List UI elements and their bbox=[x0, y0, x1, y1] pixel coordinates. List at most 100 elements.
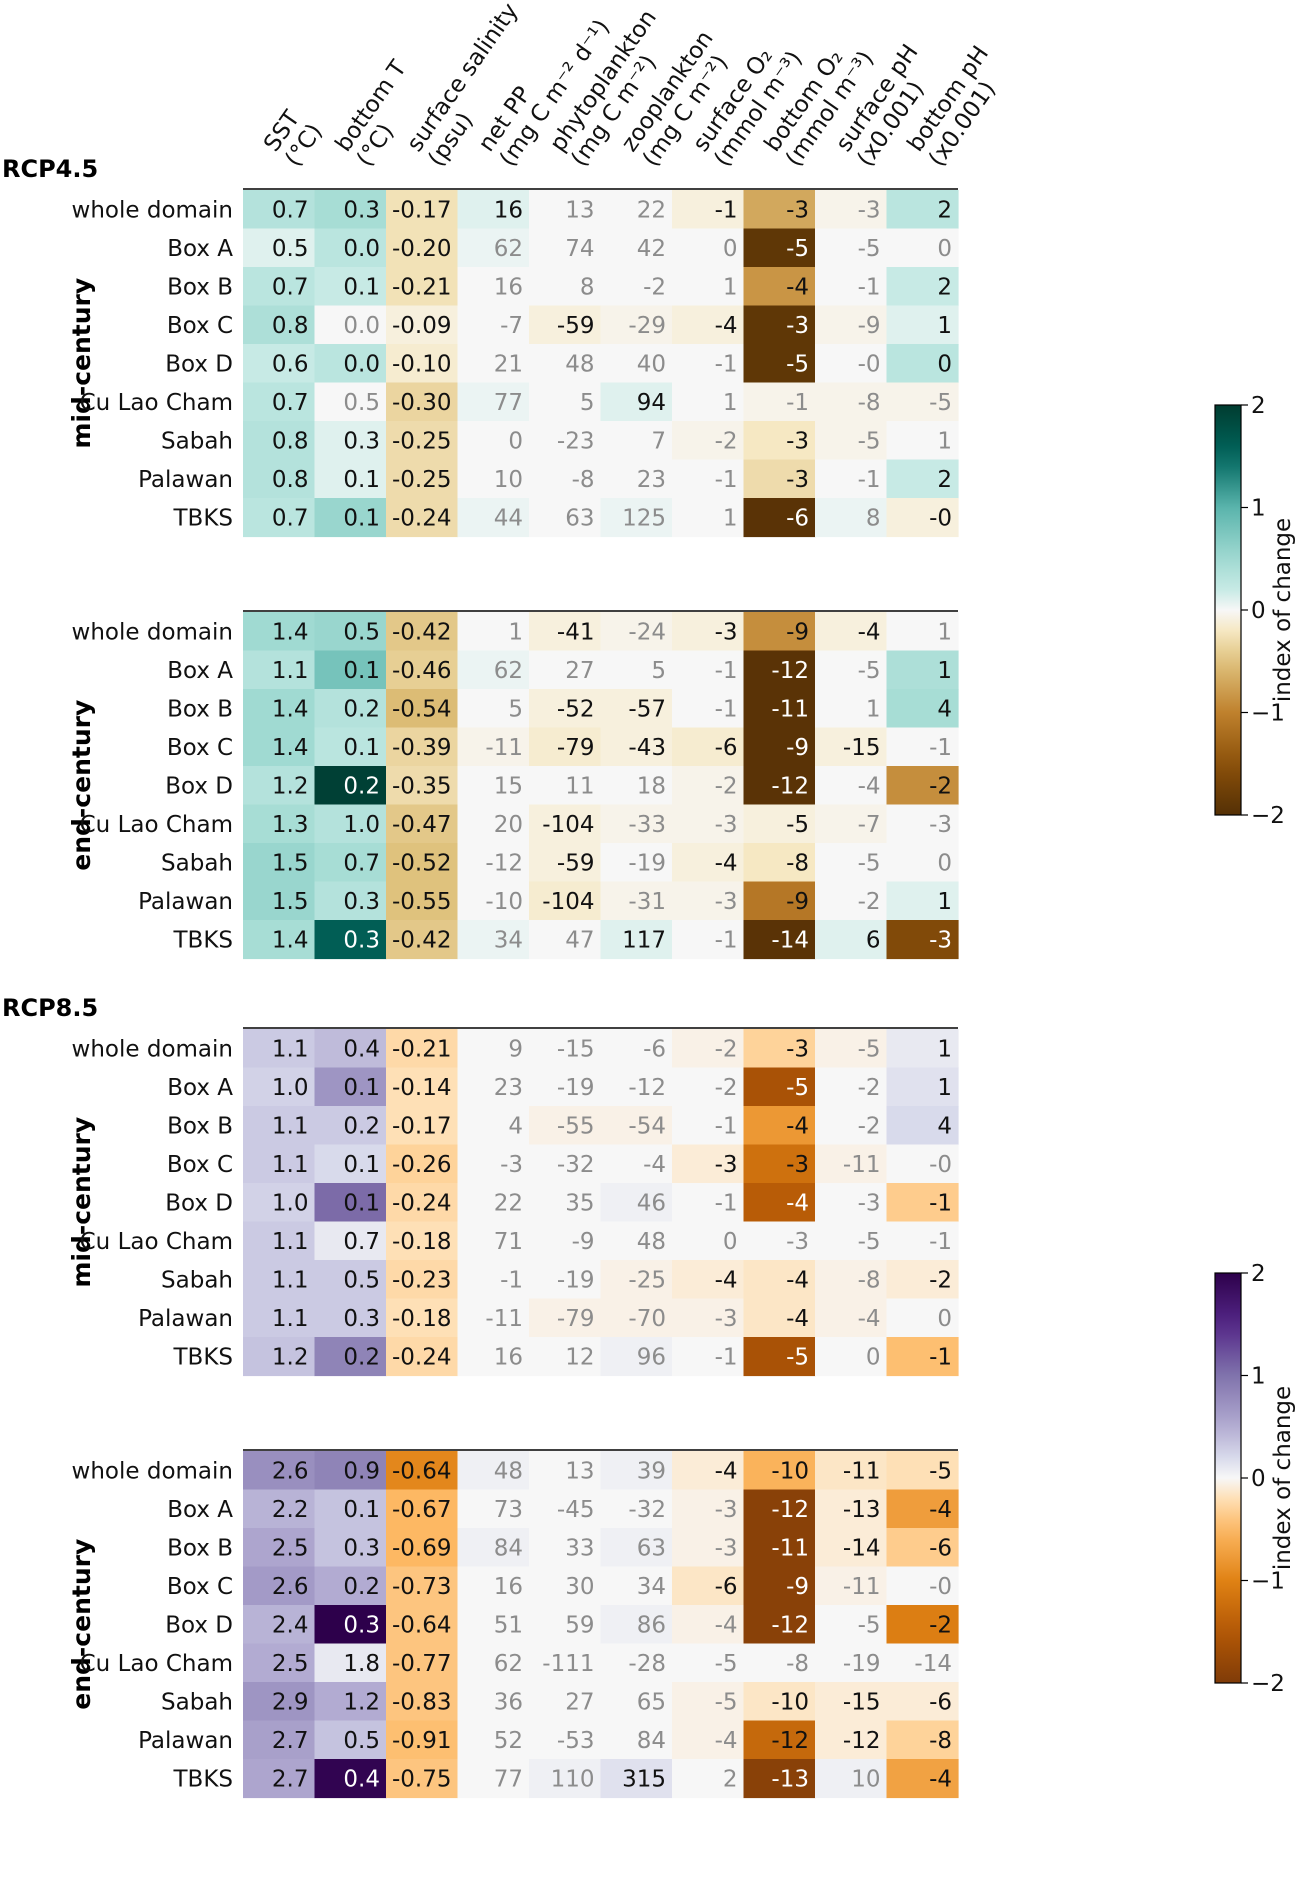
heatmap-cell bbox=[672, 1106, 745, 1146]
heatmap-cell bbox=[529, 1759, 602, 1799]
cell-value: 0.3 bbox=[343, 927, 380, 953]
heatmap-cell bbox=[743, 1106, 816, 1146]
heatmap-cell bbox=[386, 1528, 459, 1568]
cell-value: 30 bbox=[565, 1574, 594, 1600]
heatmap-cell bbox=[243, 612, 316, 652]
cell-value: 1.1 bbox=[272, 658, 309, 684]
cell-value: 0.9 bbox=[343, 1458, 380, 1484]
cell-value: -9 bbox=[786, 889, 809, 915]
heatmap-cell bbox=[886, 190, 959, 230]
scenario-label-rcp8-5: RCP8.5 bbox=[2, 994, 98, 1022]
cell-value: -14 bbox=[914, 1651, 952, 1677]
row-label-sabah: Sabah bbox=[161, 1689, 233, 1715]
cell-value: -4 bbox=[858, 619, 881, 645]
heatmap-cell bbox=[386, 382, 459, 422]
cell-value: 0.0 bbox=[343, 313, 380, 339]
cell-value: -4 bbox=[858, 1306, 881, 1332]
cell-value: 0.3 bbox=[343, 197, 380, 223]
heatmap-cell bbox=[529, 766, 602, 806]
heatmap-cell bbox=[672, 881, 745, 921]
cell-value: -4 bbox=[715, 1728, 738, 1754]
heatmap-cell bbox=[243, 843, 316, 883]
heatmap-cell bbox=[886, 267, 959, 307]
cell-value: -14 bbox=[771, 927, 809, 953]
cell-value: 22 bbox=[494, 1190, 523, 1216]
heatmap-cell bbox=[529, 1298, 602, 1338]
cell-value: -1 bbox=[929, 735, 952, 761]
heatmap-cell bbox=[672, 382, 745, 422]
cell-value: 0.7 bbox=[343, 1229, 380, 1255]
cell-value: 15 bbox=[494, 773, 523, 799]
heatmap-cell bbox=[743, 1682, 816, 1722]
row-label-box-d: Box D bbox=[165, 1190, 233, 1216]
heatmap-cell bbox=[529, 459, 602, 499]
heatmap-cell bbox=[743, 344, 816, 384]
row-label-cu-lao-cham: Cu Lao Cham bbox=[80, 1229, 233, 1255]
cell-value: -2 bbox=[858, 1113, 881, 1139]
heatmap-cell bbox=[886, 1643, 959, 1683]
cell-value: -3 bbox=[929, 927, 952, 953]
cell-value: 8 bbox=[580, 274, 595, 300]
heatmap-cell bbox=[743, 421, 816, 461]
colorbar-tick-label: −1 bbox=[1251, 701, 1285, 727]
cell-value: 11 bbox=[565, 773, 594, 799]
heatmap-cell bbox=[743, 804, 816, 844]
heatmap-cell bbox=[314, 843, 387, 883]
heatmap-cell bbox=[457, 1682, 530, 1722]
heatmap-cell bbox=[529, 881, 602, 921]
heatmap-cell bbox=[243, 1144, 316, 1184]
row-label-box-b: Box B bbox=[167, 274, 233, 300]
heatmap-cell bbox=[743, 498, 816, 538]
cell-value: -4 bbox=[715, 1612, 738, 1638]
cell-value: 16 bbox=[494, 197, 523, 223]
heatmap-cell bbox=[243, 920, 316, 960]
cell-value: -2 bbox=[715, 773, 738, 799]
row-label-box-a: Box A bbox=[167, 658, 233, 684]
heatmap-cell bbox=[457, 382, 530, 422]
heatmap-cell bbox=[314, 1337, 387, 1377]
heatmap-cell bbox=[600, 228, 673, 268]
cell-value: 39 bbox=[637, 1458, 666, 1484]
cell-value: 1.4 bbox=[272, 927, 309, 953]
heatmap-cell bbox=[243, 650, 316, 690]
heatmap-cell bbox=[815, 1298, 888, 1338]
row-label-box-d: Box D bbox=[165, 773, 233, 799]
cell-value: 0.7 bbox=[272, 390, 309, 416]
cell-value: -6 bbox=[643, 1036, 666, 1062]
cell-value: 0.0 bbox=[343, 351, 380, 377]
heatmap-cell bbox=[600, 766, 673, 806]
cell-value: 21 bbox=[494, 351, 523, 377]
heatmap-cell bbox=[886, 1029, 959, 1069]
heatmap-cell bbox=[243, 305, 316, 345]
heatmap-cell bbox=[314, 1720, 387, 1760]
cell-value: -1 bbox=[929, 1229, 952, 1255]
heatmap-cell bbox=[672, 305, 745, 345]
row-label-whole-domain: whole domain bbox=[72, 619, 233, 645]
heatmap-cell bbox=[672, 1298, 745, 1338]
heatmap-cell bbox=[600, 1029, 673, 1069]
cell-value: 59 bbox=[565, 1612, 594, 1638]
heatmap-cell bbox=[815, 1566, 888, 1606]
cell-value: -1 bbox=[715, 1113, 738, 1139]
cell-value: -1 bbox=[715, 197, 738, 223]
cell-value: 34 bbox=[637, 1574, 666, 1600]
heatmap-cell bbox=[815, 1682, 888, 1722]
cell-value: 13 bbox=[565, 197, 594, 223]
cell-value: -0.54 bbox=[392, 696, 452, 722]
heatmap-cell bbox=[743, 1643, 816, 1683]
heatmap-cell bbox=[386, 1566, 459, 1606]
heatmap-cell bbox=[815, 1067, 888, 1107]
cell-value: 16 bbox=[494, 1574, 523, 1600]
cell-value: -0.26 bbox=[392, 1152, 452, 1178]
cell-value: -111 bbox=[542, 1651, 594, 1677]
heatmap-cell bbox=[314, 766, 387, 806]
heatmap-cell bbox=[672, 190, 745, 230]
heatmap-cell bbox=[457, 228, 530, 268]
heatmap-cell bbox=[457, 1221, 530, 1261]
heatmap-cell bbox=[386, 1298, 459, 1338]
cell-value: -32 bbox=[628, 1497, 666, 1523]
cell-value: 0.5 bbox=[343, 390, 380, 416]
heatmap-cell bbox=[886, 1605, 959, 1645]
heatmap-cell bbox=[886, 382, 959, 422]
cell-value: 22 bbox=[637, 197, 666, 223]
